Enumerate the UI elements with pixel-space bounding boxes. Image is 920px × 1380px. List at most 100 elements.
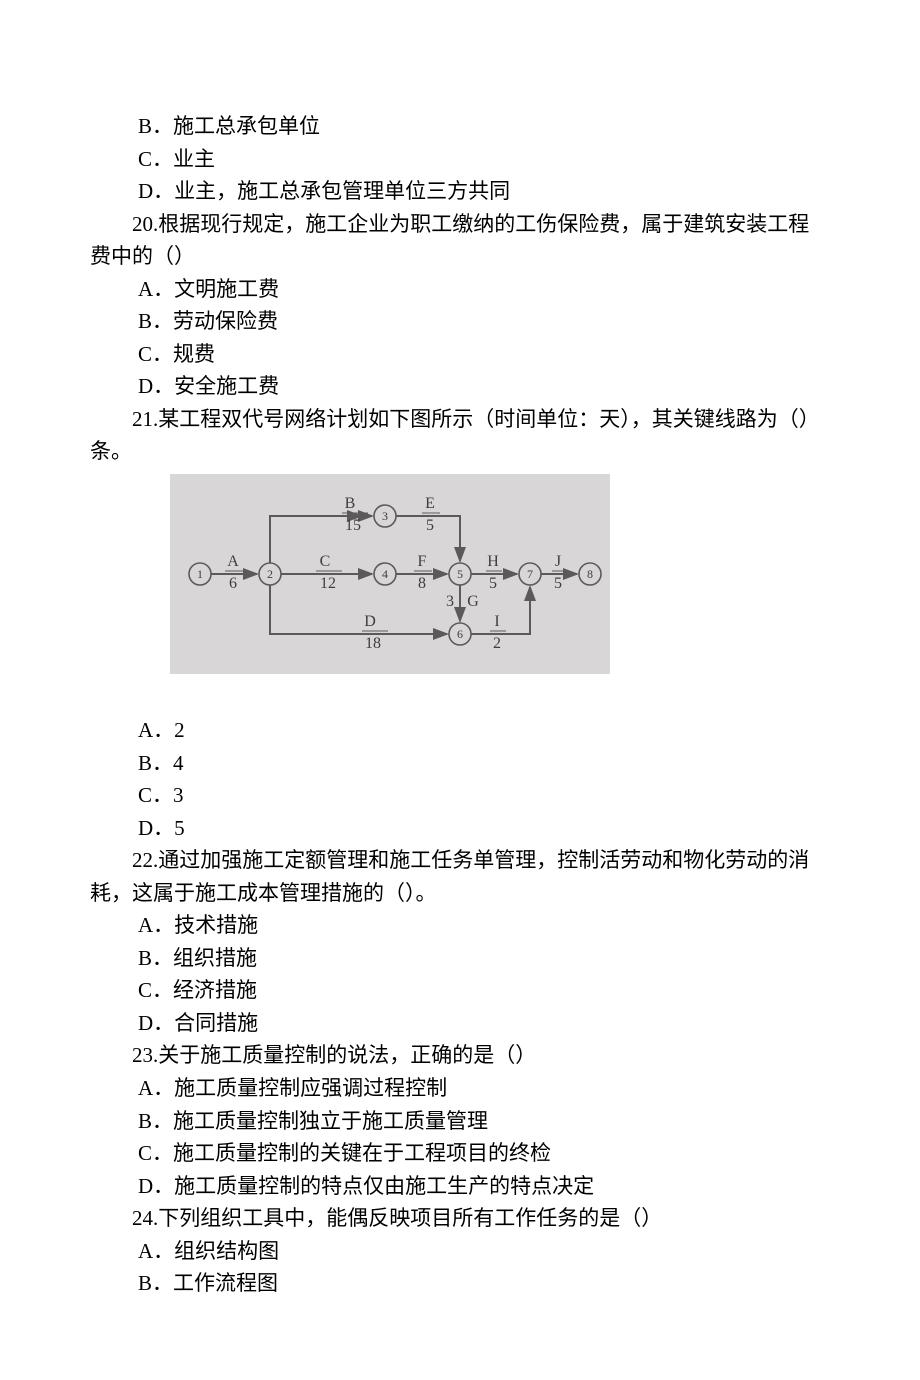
option-letter: C． <box>138 1141 173 1165</box>
option-b: B．施工总承包单位 <box>90 110 830 143</box>
svg-text:5: 5 <box>426 517 434 534</box>
option-letter: A． <box>138 913 174 937</box>
svg-text:B: B <box>345 495 356 512</box>
svg-text:15: 15 <box>345 517 361 534</box>
svg-text:1: 1 <box>197 567 203 581</box>
option-letter: C． <box>138 783 173 807</box>
option-text: 组织结构图 <box>174 1239 279 1263</box>
svg-text:8: 8 <box>418 575 426 592</box>
svg-text:C: C <box>320 553 331 570</box>
option-letter: B． <box>138 946 173 970</box>
option-d: D．安全施工费 <box>90 370 830 403</box>
option-letter: C． <box>138 147 173 171</box>
question-stem: 21.某工程双代号网络计划如下图所示（时间单位：天），其关键线路为（）条。 <box>90 403 830 468</box>
option-c: C．施工质量控制的关键在于工程项目的终检 <box>90 1137 830 1170</box>
option-a: A．组织结构图 <box>90 1235 830 1268</box>
option-c: C．经济措施 <box>90 974 830 1007</box>
option-b: B．施工质量控制独立于施工质量管理 <box>90 1105 830 1138</box>
svg-text:6: 6 <box>229 575 237 592</box>
svg-text:7: 7 <box>527 567 533 581</box>
option-letter: D． <box>138 1174 174 1198</box>
option-text: 规费 <box>173 342 215 366</box>
option-letter: A． <box>138 1239 174 1263</box>
svg-text:2: 2 <box>493 635 501 652</box>
option-c: C．业主 <box>90 143 830 176</box>
option-letter: B． <box>138 751 173 775</box>
q24: 24.下列组织工具中，能偶反映项目所有工作任务的是（） A．组织结构图 B．工作… <box>90 1202 830 1300</box>
q23: 23.关于施工质量控制的说法，正确的是（） A．施工质量控制应强调过程控制 B．… <box>90 1039 830 1202</box>
option-d: D．业主，施工总承包管理单位三方共同 <box>90 175 830 208</box>
option-text: 施工总承包单位 <box>173 114 320 138</box>
option-letter: C． <box>138 978 173 1002</box>
option-text: 业主，施工总承包管理单位三方共同 <box>174 179 510 203</box>
option-letter: D． <box>138 816 174 840</box>
option-letter: D． <box>138 1011 174 1035</box>
question-stem: 23.关于施工质量控制的说法，正确的是（） <box>90 1039 830 1072</box>
svg-text:I: I <box>494 613 499 630</box>
option-a: A．施工质量控制应强调过程控制 <box>90 1072 830 1105</box>
svg-text:12: 12 <box>320 575 336 592</box>
option-text: 组织措施 <box>173 946 257 970</box>
option-a: A．文明施工费 <box>90 273 830 306</box>
network-diagram: A6B15E5C12F8G3D18I2H5J5 12345678 <box>170 474 610 674</box>
svg-text:D: D <box>364 613 376 630</box>
q20: 20.根据现行规定，施工企业为职工缴纳的工伤保险费，属于建筑安装工程费中的（） … <box>90 208 830 403</box>
svg-text:2: 2 <box>267 567 273 581</box>
option-letter: B． <box>138 114 173 138</box>
spacer <box>90 684 830 714</box>
option-text: 劳动保险费 <box>173 309 278 333</box>
option-letter: A． <box>138 1076 174 1100</box>
option-text: 工作流程图 <box>173 1271 278 1295</box>
option-b: B．4 <box>90 747 830 780</box>
svg-text:3: 3 <box>446 593 454 610</box>
svg-text:18: 18 <box>365 635 381 652</box>
svg-text:E: E <box>425 495 435 512</box>
option-a: A．技术措施 <box>90 909 830 942</box>
option-text: 施工质量控制应强调过程控制 <box>174 1076 447 1100</box>
option-text: 4 <box>173 751 184 775</box>
option-c: C．规费 <box>90 338 830 371</box>
option-text: 2 <box>174 718 185 742</box>
question-stem: 20.根据现行规定，施工企业为职工缴纳的工伤保险费，属于建筑安装工程费中的（） <box>90 208 830 273</box>
option-text: 5 <box>174 816 185 840</box>
option-c: C．3 <box>90 779 830 812</box>
option-letter: D． <box>138 179 174 203</box>
option-letter: B． <box>138 309 173 333</box>
option-b: B．劳动保险费 <box>90 305 830 338</box>
svg-text:4: 4 <box>382 567 388 581</box>
option-b: B．组织措施 <box>90 942 830 975</box>
svg-text:H: H <box>487 553 499 570</box>
option-text: 施工质量控制独立于施工质量管理 <box>173 1109 488 1133</box>
option-text: 文明施工费 <box>174 277 279 301</box>
svg-text:F: F <box>418 553 427 570</box>
question-stem: 24.下列组织工具中，能偶反映项目所有工作任务的是（） <box>90 1202 830 1235</box>
option-text: 3 <box>173 783 184 807</box>
q21: 21.某工程双代号网络计划如下图所示（时间单位：天），其关键线路为（）条。 A 6… <box>90 403 830 844</box>
option-letter: A． <box>138 277 174 301</box>
option-text: 业主 <box>173 147 215 171</box>
question-stem: 22.通过加强施工定额管理和施工任务单管理，控制活劳动和物化劳动的消耗，这属于施… <box>90 844 830 909</box>
option-a: A．2 <box>90 714 830 747</box>
option-text: 施工质量控制的关键在于工程项目的终检 <box>173 1141 551 1165</box>
svg-text:5: 5 <box>489 575 497 592</box>
option-letter: B． <box>138 1109 173 1133</box>
svg-text:5: 5 <box>554 575 562 592</box>
svg-text:8: 8 <box>587 567 593 581</box>
option-d: D．5 <box>90 812 830 845</box>
svg-text:5: 5 <box>457 567 463 581</box>
option-letter: A． <box>138 718 174 742</box>
option-text: 技术措施 <box>174 913 258 937</box>
option-d: D．施工质量控制的特点仅由施工生产的特点决定 <box>90 1170 830 1203</box>
svg-text:3: 3 <box>382 509 388 523</box>
q19-tail: B．施工总承包单位 C．业主 D．业主，施工总承包管理单位三方共同 <box>90 110 830 208</box>
option-letter: D． <box>138 374 174 398</box>
option-letter: B． <box>138 1271 173 1295</box>
option-b: B．工作流程图 <box>90 1267 830 1300</box>
q22: 22.通过加强施工定额管理和施工任务单管理，控制活劳动和物化劳动的消耗，这属于施… <box>90 844 830 1039</box>
option-letter: C． <box>138 342 173 366</box>
option-text: 安全施工费 <box>174 374 279 398</box>
svg-text:A: A <box>227 553 239 570</box>
option-text: 经济措施 <box>173 978 257 1002</box>
option-text: 合同措施 <box>174 1011 258 1035</box>
network-diagram-wrap: A6B15E5C12F8G3D18I2H5J5 12345678 <box>90 468 830 684</box>
